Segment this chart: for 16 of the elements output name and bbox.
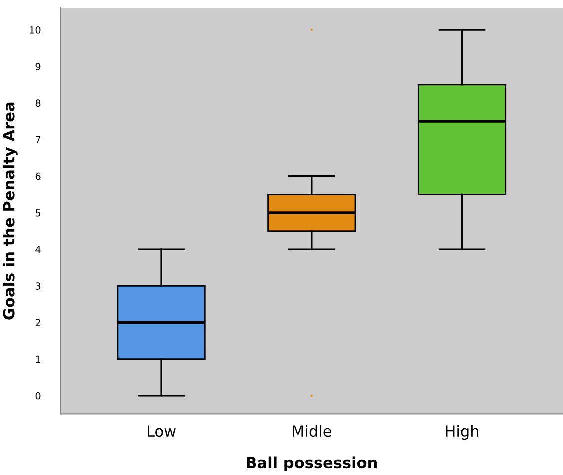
y-tick-label: 10 — [30, 26, 41, 34]
y-tick-label: 9 — [36, 63, 41, 70]
y-tick-label: 8 — [36, 100, 41, 108]
y-tick-label: 0 — [36, 392, 41, 400]
x-tick-label: Low — [148, 426, 176, 438]
y-axis-title: Goals in the Penalty Area — [2, 102, 18, 320]
x-axis-title: Ball possession — [247, 456, 377, 472]
y-tick-label: 7 — [36, 136, 41, 144]
y-tick-label: 1 — [36, 356, 40, 364]
x-tick-label: Midle — [293, 425, 332, 438]
y-tick-label: 4 — [36, 246, 41, 254]
y-tick-label: 5 — [36, 210, 41, 217]
y-tick-label: 6 — [36, 172, 41, 180]
y-tick-label: 3 — [36, 282, 41, 290]
x-tick-label: High — [446, 425, 479, 440]
y-tick-label: 2 — [36, 319, 40, 326]
